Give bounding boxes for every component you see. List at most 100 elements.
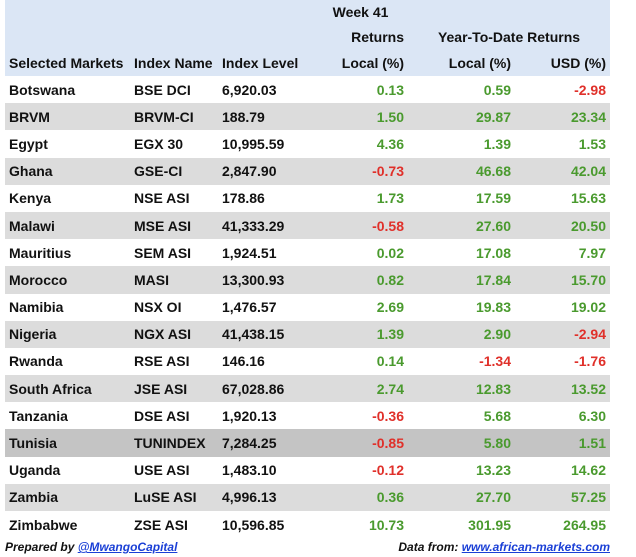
market-name: Rwanda bbox=[9, 353, 63, 370]
index-name: MASI bbox=[130, 266, 218, 294]
market-name: Tunisia bbox=[5, 429, 130, 457]
index-name: BRVM-CI bbox=[130, 103, 218, 131]
table-row: Zambia LuSE ASI 4,996.13 0.36 27.70 57.25 bbox=[5, 483, 610, 511]
index-name: BSE DCI bbox=[134, 81, 191, 98]
week-return-local: -0.73 bbox=[313, 157, 408, 185]
ytd-return-usd: 7.97 bbox=[578, 244, 606, 261]
ytd-return-local: 27.70 bbox=[408, 483, 515, 511]
ytd-return-local: 46.68 bbox=[408, 157, 515, 185]
week-return-local: 0.36 bbox=[313, 483, 408, 511]
table-row: Tunisia TUNINDEX 7,284.25 -0.85 5.80 1.51 bbox=[5, 429, 610, 457]
ytd-return-local: 301.95 bbox=[468, 516, 511, 533]
ytd-return-local: 17.59 bbox=[475, 190, 511, 207]
index-level: 10,596.85 bbox=[222, 516, 285, 533]
data-source: Data from: www.african-markets.com bbox=[398, 540, 610, 554]
index-name: EGX 30 bbox=[134, 135, 184, 152]
ytd-return-usd: 57.25 bbox=[515, 483, 610, 511]
index-name: MSE ASI bbox=[130, 211, 218, 240]
ytd-return-usd: -1.76 bbox=[574, 353, 606, 370]
index-level: 1,476.57 bbox=[222, 299, 277, 316]
week-41-header: Week 41 bbox=[313, 0, 408, 24]
index-level: 10,995.59 bbox=[222, 135, 285, 152]
index-level: 1,920.13 bbox=[222, 407, 277, 424]
index-level: 178.86 bbox=[222, 190, 265, 207]
index-level: 67,028.86 bbox=[218, 375, 313, 403]
table-row: Ghana GSE-CI 2,847.90 -0.73 46.68 42.04 bbox=[5, 157, 610, 185]
column-header-ytd-local: Local (%) bbox=[408, 50, 515, 76]
table-row: Uganda USE ASI 1,483.10 -0.12 13.23 14.62 bbox=[5, 457, 610, 484]
week-return-local: 1.39 bbox=[313, 320, 408, 348]
market-name: Uganda bbox=[9, 462, 61, 479]
table-row: Malawi MSE ASI 41,333.29 -0.58 27.60 20.50 bbox=[5, 211, 610, 240]
index-level: 6,920.03 bbox=[222, 81, 277, 98]
ytd-return-local: 13.23 bbox=[475, 462, 511, 479]
week-return-local: 0.13 bbox=[376, 81, 404, 98]
ytd-return-usd: 6.30 bbox=[578, 407, 606, 424]
ytd-return-usd: 264.95 bbox=[563, 516, 606, 533]
index-name: LuSE ASI bbox=[130, 483, 218, 511]
ytd-return-usd: 14.62 bbox=[570, 462, 606, 479]
index-name: NGX ASI bbox=[130, 320, 218, 348]
ytd-return-local: -1.34 bbox=[479, 353, 511, 370]
column-header-ytd-usd: USD (%) bbox=[515, 50, 610, 76]
market-name: Botswana bbox=[9, 81, 76, 98]
table-row: South Africa JSE ASI 67,028.86 2.74 12.83 13.… bbox=[5, 375, 610, 403]
index-level: 146.16 bbox=[222, 353, 265, 370]
table-row: Nigeria NGX ASI 41,438.15 1.39 2.90 -2.94 bbox=[5, 320, 610, 348]
week-returns-header: Returns bbox=[313, 24, 408, 50]
column-header-index-level: Index Level bbox=[218, 50, 313, 76]
column-header-market: Selected Markets bbox=[5, 50, 130, 76]
market-name: Malawi bbox=[5, 211, 130, 240]
column-header-index-name: Index Name bbox=[130, 50, 218, 76]
market-name: Ghana bbox=[5, 157, 130, 185]
table-row: Zimbabwe ZSE ASI 10,596.85 10.73 301.95 264.9… bbox=[5, 511, 610, 538]
index-name: SEM ASI bbox=[134, 244, 192, 261]
market-name: Zambia bbox=[5, 483, 130, 511]
author-handle-link[interactable]: @MwangoCapital bbox=[77, 540, 178, 554]
week-return-local: 0.14 bbox=[376, 353, 404, 370]
ytd-return-local: 5.80 bbox=[408, 429, 515, 457]
ytd-return-local: 5.68 bbox=[483, 407, 511, 424]
table-row: Tanzania DSE ASI 1,920.13 -0.36 5.68 6.30 bbox=[5, 402, 610, 429]
week-return-local: 10.73 bbox=[368, 516, 404, 533]
index-level: 1,483.10 bbox=[222, 462, 277, 479]
index-name: RSE ASI bbox=[134, 353, 190, 370]
ytd-return-usd: 15.63 bbox=[570, 190, 606, 207]
market-name: Egypt bbox=[9, 135, 48, 152]
index-name: JSE ASI bbox=[130, 375, 218, 403]
index-name: ZSE ASI bbox=[134, 516, 188, 533]
week-return-local: 4.36 bbox=[376, 135, 404, 152]
ytd-return-local: 19.83 bbox=[475, 299, 511, 316]
market-name: South Africa bbox=[5, 375, 130, 403]
ytd-returns-header: Year-To-Date Returns bbox=[408, 24, 610, 50]
ytd-return-local: 27.60 bbox=[408, 211, 515, 240]
ytd-return-local: 17.08 bbox=[475, 244, 511, 261]
table-row: Morocco MASI 13,300.93 0.82 17.84 15.70 bbox=[5, 266, 610, 294]
ytd-return-usd: 23.34 bbox=[515, 103, 610, 131]
ytd-return-local: 1.39 bbox=[483, 135, 511, 152]
week-return-local: 1.50 bbox=[313, 103, 408, 131]
source-link[interactable]: www.african-markets.com bbox=[461, 540, 610, 554]
ytd-return-local: 0.59 bbox=[483, 81, 511, 98]
table-row: Egypt EGX 30 10,995.59 4.36 1.39 1.53 bbox=[5, 130, 610, 157]
market-name: Kenya bbox=[9, 190, 52, 207]
week-return-local: 2.69 bbox=[376, 299, 404, 316]
ytd-return-usd: 15.70 bbox=[515, 266, 610, 294]
week-return-local: -0.58 bbox=[313, 211, 408, 240]
table-row: Botswana BSE DCI 6,920.03 0.13 0.59 -2.98 bbox=[5, 76, 610, 103]
week-return-local: -0.85 bbox=[313, 429, 408, 457]
table-row: Kenya NSE ASI 178.86 1.73 17.59 15.63 bbox=[5, 185, 610, 212]
ytd-return-usd: 1.51 bbox=[515, 429, 610, 457]
week-return-local: 2.74 bbox=[313, 375, 408, 403]
index-level: 1,924.51 bbox=[222, 244, 277, 261]
week-return-local: -0.12 bbox=[372, 462, 404, 479]
table-row: BRVM BRVM-CI 188.79 1.50 29.87 23.34 bbox=[5, 103, 610, 131]
week-return-local: -0.36 bbox=[372, 407, 404, 424]
ytd-return-local: 12.83 bbox=[408, 375, 515, 403]
index-level: 41,333.29 bbox=[218, 211, 313, 240]
index-name: USE ASI bbox=[134, 462, 190, 479]
market-name: BRVM bbox=[5, 103, 130, 131]
market-name: Morocco bbox=[5, 266, 130, 294]
ytd-return-usd: 13.52 bbox=[515, 375, 610, 403]
